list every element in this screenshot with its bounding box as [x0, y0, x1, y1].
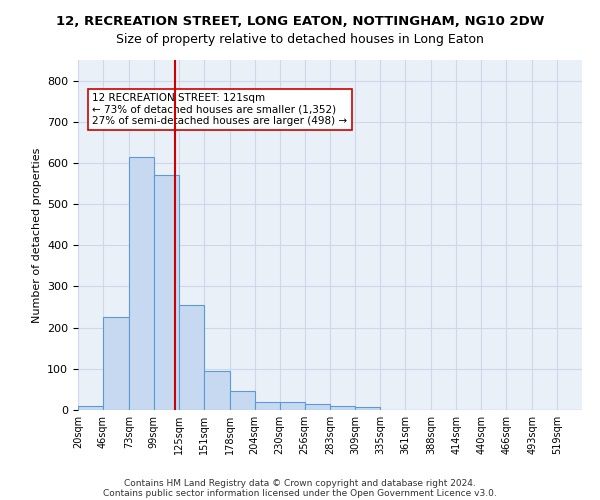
Text: Size of property relative to detached houses in Long Eaton: Size of property relative to detached ho…: [116, 32, 484, 46]
Text: 12, RECREATION STREET, LONG EATON, NOTTINGHAM, NG10 2DW: 12, RECREATION STREET, LONG EATON, NOTTI…: [56, 15, 544, 28]
Bar: [154, 176, 179, 410]
Text: 12 RECREATION STREET: 121sqm
← 73% of detached houses are smaller (1,352)
27% of: 12 RECREATION STREET: 121sqm ← 73% of de…: [92, 93, 347, 126]
Bar: [254, 402, 280, 410]
Y-axis label: Number of detached properties: Number of detached properties: [32, 148, 41, 322]
Bar: [355, 406, 380, 410]
Text: Contains public sector information licensed under the Open Government Licence v3: Contains public sector information licen…: [103, 488, 497, 498]
Text: Contains HM Land Registry data © Crown copyright and database right 2024.: Contains HM Land Registry data © Crown c…: [124, 478, 476, 488]
Bar: [230, 390, 254, 410]
Bar: [204, 371, 230, 410]
Bar: [78, 406, 103, 410]
Bar: [103, 318, 129, 410]
Bar: [280, 402, 305, 410]
Bar: [331, 406, 355, 410]
Bar: [305, 404, 331, 410]
Bar: [129, 157, 154, 410]
Bar: [179, 305, 204, 410]
